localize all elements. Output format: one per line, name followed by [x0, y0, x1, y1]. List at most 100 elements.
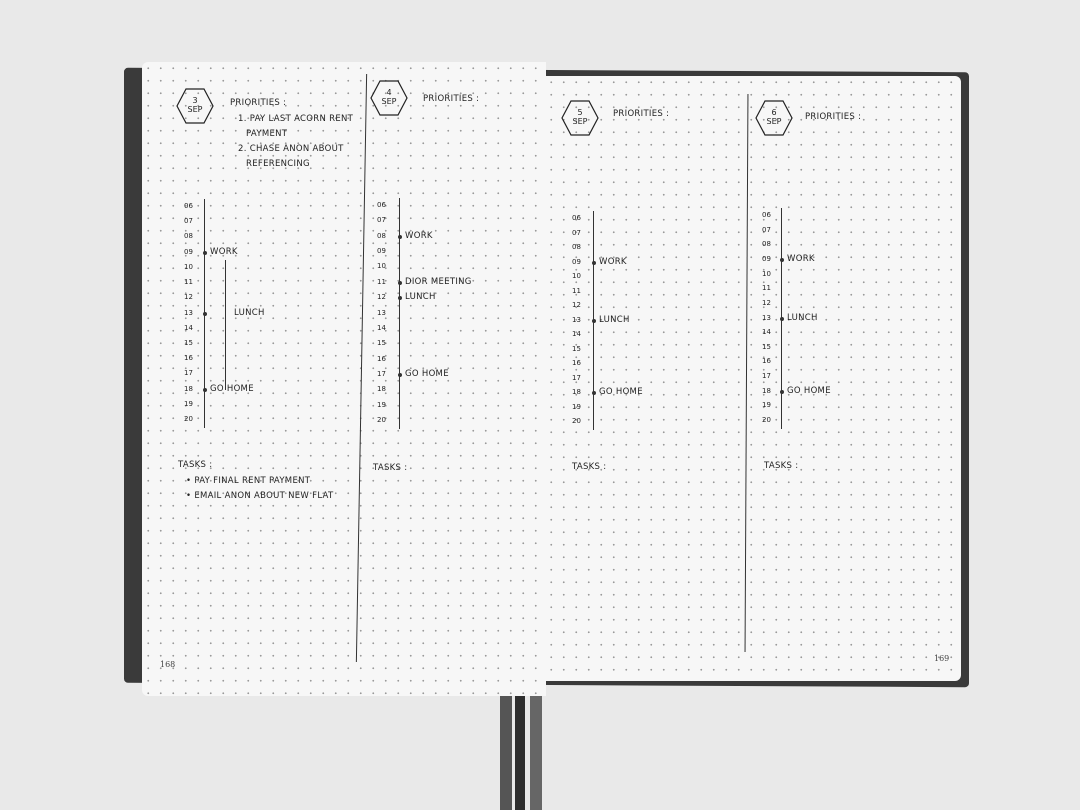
hour-label: 19: [184, 399, 193, 408]
priority-item: PAYMENT: [246, 129, 288, 139]
hour-label: 09: [572, 257, 581, 266]
tasks-heading: TASKS :: [178, 460, 213, 470]
month: SEP: [381, 97, 397, 106]
hour-label: 20: [184, 415, 193, 423]
hour-label: 10: [377, 262, 386, 271]
event-label: GO HOME: [787, 385, 831, 396]
event-marker: [779, 389, 784, 394]
event-label: DIOR MEETING: [405, 276, 472, 287]
event-label: WORK: [210, 246, 238, 257]
hexagon-icon: [755, 100, 793, 136]
hexagon-icon: [561, 100, 599, 136]
tasks-heading: TASKS :: [572, 462, 607, 472]
priority-item: 2. CHASE ANON ABOUT: [238, 144, 344, 154]
hour-label: 11: [572, 286, 581, 295]
event-label: GO HOME: [599, 387, 643, 397]
hour-label: 17: [572, 373, 581, 382]
priority-item: 1. PAY LAST ACORN RENT: [238, 114, 354, 124]
task-item: • PAY FINAL RENT PAYMENT: [186, 476, 311, 486]
hour-label: 20: [572, 417, 581, 425]
hour-label: 16: [572, 359, 581, 367]
month: SEP: [187, 105, 203, 114]
event-marker: [779, 257, 784, 262]
work-bracket-line: [225, 260, 227, 390]
task-item: • EMAIL ANON ABOUT NEW FLAT: [186, 491, 334, 501]
date-label: 6 SEP: [755, 108, 793, 126]
hour-label: 16: [184, 354, 193, 363]
hour-label: 13: [377, 308, 386, 317]
event-label: LUNCH: [787, 312, 818, 323]
hour-label: 16: [377, 354, 386, 363]
hour-label: 12: [184, 293, 193, 302]
hour-label: 13: [762, 313, 771, 322]
hour-label: 09: [377, 247, 386, 256]
event-marker: [202, 250, 207, 255]
event-label: LUNCH: [599, 314, 630, 325]
priorities-heading: PRIORITIES :: [613, 109, 670, 119]
priorities-heading: PRIORITIES :: [423, 94, 480, 104]
bookmark-ribbon: [515, 690, 525, 810]
hour-label: 14: [184, 323, 193, 332]
event-marker: [779, 316, 784, 321]
event-marker: [591, 391, 596, 395]
hour-label: 16: [762, 357, 771, 366]
hour-label: 11: [762, 284, 771, 293]
event-marker: [202, 311, 207, 316]
hour-label: 08: [184, 232, 193, 241]
hour-label: 20: [377, 416, 386, 424]
date-hexagon: 5 SEP: [561, 100, 599, 136]
hour-label: 19: [572, 402, 581, 411]
hour-label: 13: [572, 315, 581, 324]
day: 6: [771, 108, 777, 117]
event-marker: [397, 234, 402, 239]
priority-item: REFERENCING: [246, 159, 310, 169]
hour-label: 10: [572, 272, 581, 280]
hour-label: 20: [762, 416, 771, 424]
date-label: 5 SEP: [561, 108, 599, 126]
hour-label: 09: [762, 254, 771, 263]
date-label: 4 SEP: [370, 88, 408, 106]
date-label: 3 SEP: [176, 96, 214, 114]
month: SEP: [572, 117, 588, 126]
hour-label: 13: [184, 308, 193, 317]
tasks-heading: TASKS :: [373, 463, 408, 473]
date-hexagon: 4 SEP: [370, 80, 408, 116]
date-hexagon: 3 SEP: [176, 88, 214, 124]
event-label: WORK: [405, 230, 433, 241]
hour-label: 15: [762, 342, 771, 351]
hour-label: 12: [377, 293, 386, 302]
hour-label: 08: [572, 243, 581, 251]
hour-label: 14: [762, 328, 771, 337]
hour-label: 15: [184, 338, 193, 347]
hour-label: 06: [572, 214, 581, 222]
date-hexagon: 6 SEP: [755, 100, 793, 136]
priorities-heading: PRIORITIES :: [230, 98, 287, 108]
hour-label: 11: [377, 277, 386, 286]
hour-label: 06: [762, 211, 771, 219]
event-marker: [397, 296, 402, 301]
hour-label: 18: [572, 388, 581, 396]
bookmark-ribbon: [530, 690, 542, 810]
hour-label: 15: [377, 339, 386, 348]
day: 4: [386, 88, 392, 97]
hour-label: 09: [184, 247, 193, 256]
hour-label: 12: [572, 301, 581, 309]
hour-label: 19: [377, 400, 386, 409]
event-label: WORK: [787, 253, 815, 264]
hour-label: 10: [184, 262, 193, 271]
event-marker: [397, 280, 402, 285]
event-marker: [591, 260, 596, 265]
bookmark-ribbon: [500, 690, 512, 810]
right-page: [545, 76, 961, 681]
hour-label: 07: [184, 217, 193, 226]
hour-label: 06: [184, 202, 193, 210]
day: 3: [192, 96, 198, 105]
tasks-heading: TASKS :: [764, 461, 799, 471]
hour-label: 08: [762, 240, 771, 249]
hour-label: 19: [762, 401, 771, 410]
hour-label: 06: [377, 201, 386, 209]
hour-label: 14: [572, 330, 581, 338]
left-page: [142, 62, 546, 696]
hexagon-icon: [370, 80, 408, 116]
hour-label: 18: [762, 386, 771, 395]
